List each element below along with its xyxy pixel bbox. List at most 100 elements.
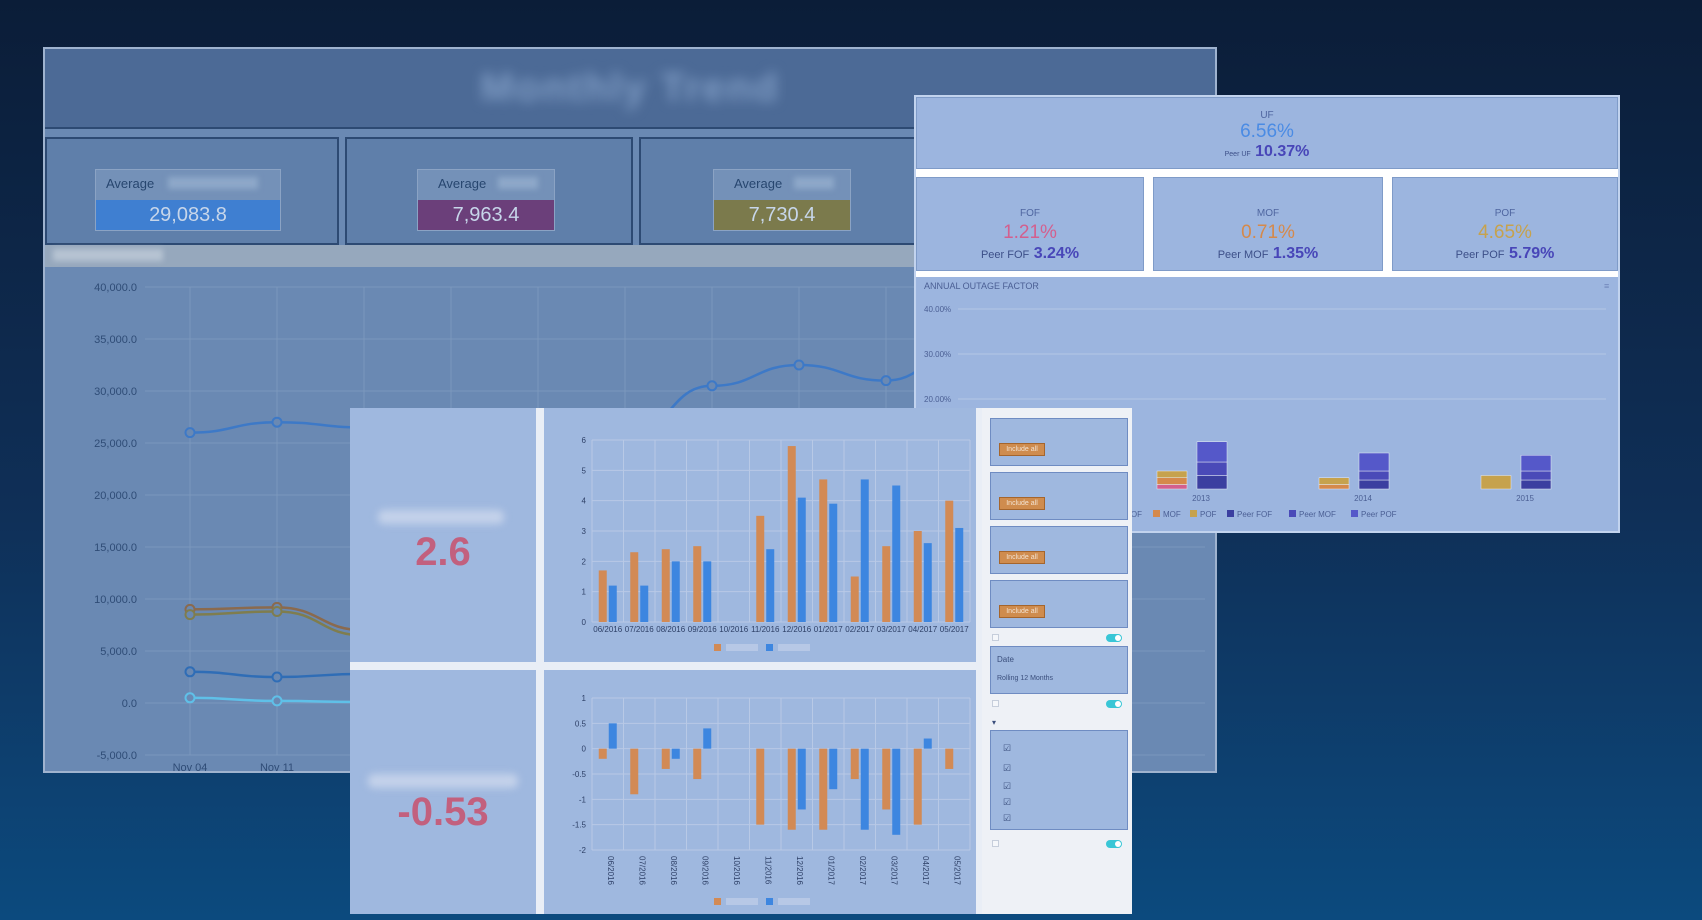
filter-card-2[interactable]: Include all — [990, 472, 1128, 520]
y-tick-label: 0.5 — [575, 719, 587, 728]
include-all-button[interactable]: Include all — [999, 605, 1045, 618]
kpi-label: Average — [734, 176, 783, 191]
peer-mof-label: Peer MOF — [1217, 249, 1269, 261]
dropdown-chevron-icon[interactable]: ▾ — [992, 718, 997, 727]
y-tick-label: 5 — [582, 466, 587, 475]
bar — [945, 500, 954, 622]
chart-title: ANNUAL OUTAGE FACTOR — [924, 281, 1039, 291]
legend-swatch — [714, 644, 721, 651]
bar — [955, 527, 964, 622]
checkbox-list-card[interactable]: ☑ ☑ ☑ ☑ ☑ — [990, 730, 1128, 830]
legend-swatch — [1153, 510, 1160, 517]
mof-value: 0.71% — [1241, 222, 1295, 243]
filter-checkbox[interactable] — [992, 840, 999, 847]
filter-card-3[interactable]: Include all — [990, 526, 1128, 574]
uf-summary-card[interactable]: UF 6.56% Peer UF 10.37% — [916, 97, 1618, 169]
checkbox-checked-icon[interactable]: ☑ — [1003, 781, 1012, 791]
peer-fof-value: 3.24% — [1033, 245, 1080, 262]
legend-swatch — [714, 898, 721, 905]
filter-toggle[interactable] — [1106, 840, 1122, 848]
legend-swatch — [766, 898, 773, 905]
bar — [703, 728, 712, 749]
filter-card-4[interactable]: Include all — [990, 580, 1128, 628]
x-tick-label: 04/2017 — [908, 625, 937, 634]
y-tick-label: -2 — [579, 846, 587, 855]
kpi-tile-bottom[interactable]: -0.53 — [350, 670, 536, 914]
x-tick-label: 09/2016 — [700, 856, 709, 885]
x-tick-label: 12/2016 — [782, 625, 811, 634]
data-point — [706, 380, 718, 392]
bar — [923, 543, 932, 622]
bar-peer-fof — [1358, 479, 1390, 490]
legend-swatch — [1190, 510, 1197, 517]
bar-mof — [1318, 484, 1350, 490]
y-tick-label: 40.00% — [924, 305, 951, 314]
pof-value: 4.65% — [1478, 222, 1532, 243]
checkbox-checked-icon[interactable]: ☑ — [1003, 797, 1012, 807]
bar — [608, 723, 617, 749]
legend-swatch — [1351, 510, 1358, 517]
legend-label-blurred — [726, 644, 758, 651]
kpi-card-1[interactable]: Average 29,083.8 — [45, 137, 339, 245]
kpi-average-box: Average 29,083.8 — [95, 169, 281, 231]
kpi-value: 7,963.4 — [418, 200, 554, 230]
include-all-button[interactable]: Include all — [999, 497, 1045, 510]
bar — [797, 748, 806, 810]
deviation-bar-chart-tile[interactable]: 1 0.5 0 -0.5 -1 -1.5 -2 06/2016 07/2016 08/2016 09… — [544, 670, 976, 914]
pof-card[interactable]: POF 4.65% Peer POF 5.79% — [1392, 177, 1618, 271]
y-tick-label: 35,000.0 — [94, 334, 137, 346]
bar — [892, 748, 901, 835]
bar — [756, 748, 765, 825]
filter-checkbox[interactable] — [992, 700, 999, 707]
include-all-button[interactable]: Include all — [999, 443, 1045, 456]
kpi-label-blurred — [498, 177, 538, 189]
include-all-button[interactable]: Include all — [999, 551, 1045, 564]
mof-card[interactable]: MOF 0.71% Peer MOF 1.35% — [1153, 177, 1383, 271]
bar-peer-mof — [1196, 461, 1228, 476]
legend-swatch — [1227, 510, 1234, 517]
legend-label-blurred — [726, 898, 758, 905]
bar — [661, 748, 670, 769]
bar — [787, 446, 796, 622]
fof-card[interactable]: FOF 1.21% Peer FOF 3.24% — [916, 177, 1144, 271]
x-tick-label: 11/2016 — [763, 856, 772, 885]
kpi-tile-top[interactable]: 2.6 — [350, 408, 536, 662]
bar — [787, 748, 796, 830]
date-filter-value[interactable]: Rolling 12 Months — [997, 675, 1054, 682]
bar-peer-pof — [1520, 455, 1552, 472]
kpi-card-2[interactable]: Average 7,963.4 — [345, 137, 633, 245]
bar — [829, 748, 838, 790]
bar — [671, 748, 680, 759]
bar-pof — [1156, 470, 1188, 478]
x-tick-label: Nov 04 — [173, 762, 208, 773]
bar — [598, 748, 607, 759]
y-tick-label: 30.00% — [924, 350, 951, 359]
y-tick-label: -1.5 — [572, 821, 586, 830]
checkbox-checked-icon[interactable]: ☑ — [1003, 763, 1012, 773]
kpi-label-blurred — [794, 177, 834, 189]
bar — [630, 748, 639, 795]
bar — [913, 748, 922, 825]
filter-card-1[interactable]: Include all — [990, 418, 1128, 466]
data-point — [184, 666, 196, 678]
data-point — [184, 609, 196, 621]
pof-title: POF — [1494, 208, 1516, 219]
monthly-bar-chart-tile[interactable]: 0 1 2 3 4 5 6 06/2016 07/2016 08/2016 09/2016 10/20… — [544, 408, 976, 662]
checkbox-checked-icon[interactable]: ☑ — [1003, 813, 1012, 823]
monthly-bar-chart: 0 1 2 3 4 5 6 06/2016 07/2016 08/2016 09/2016 10/20… — [582, 436, 971, 651]
date-filter-card[interactable]: Date Rolling 12 Months — [990, 646, 1128, 694]
y-tick-label: 20,000.0 — [94, 490, 137, 502]
filter-toggle[interactable] — [1106, 634, 1122, 642]
bar — [892, 485, 901, 622]
kpi-average-box: Average 7,730.4 — [713, 169, 851, 231]
bar — [860, 748, 869, 830]
legend-label-blurred — [778, 898, 810, 905]
bar — [756, 515, 765, 622]
peer-pof-value: 5.79% — [1508, 245, 1555, 262]
mof-title: MOF — [1256, 208, 1280, 219]
y-tick-label: 1 — [582, 588, 587, 597]
filter-toggle[interactable] — [1106, 700, 1122, 708]
filter-checkbox[interactable] — [992, 634, 999, 641]
checkbox-checked-icon[interactable]: ☑ — [1003, 743, 1012, 753]
bar — [630, 552, 639, 622]
